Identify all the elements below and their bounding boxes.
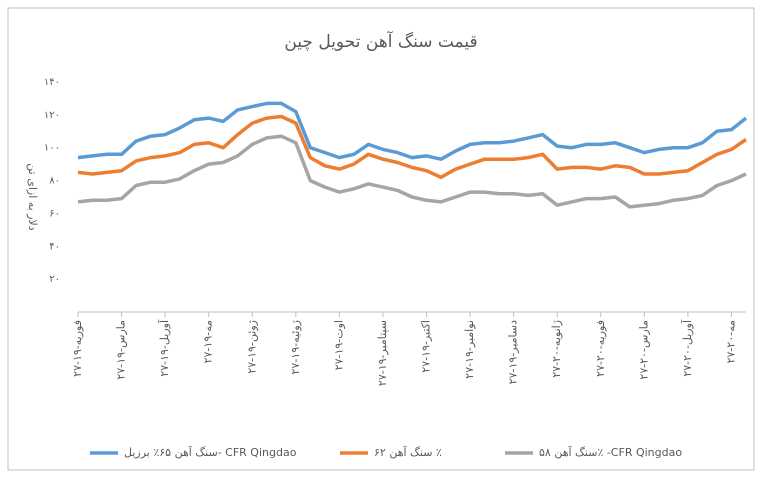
x-tick-label: ۲۷-مه-۲۰ [724,320,737,363]
x-tick-label: ۲۷-آوریل-۲۰ [680,319,694,377]
x-tick-label: ۲۷-آوریل-۱۹ [157,319,171,377]
x-tick-label: ۲۷-ژانویه-۲۰ [550,320,563,378]
series-line [77,134,747,209]
series-line [77,114,747,180]
chart-title: قیمت سنگ آهن تحویل چین [284,30,477,52]
x-tick-label: ۲۷-مارس-۱۹ [115,320,128,380]
x-tick-label: ۲۷-فوریه-۲۰ [594,320,607,377]
x-tick-label: ۲۷-فوریه-۱۹ [71,320,84,377]
x-tick-label: ۲۷-اوت-۱۹ [332,320,345,370]
y-tick-label: ۸۰ [49,176,60,187]
y-tick-label: ۶۰ [49,208,60,219]
x-tick-label: ۲۷-ژوئیه-۱۹ [289,320,302,375]
legend-label: سنگ آهن ۶۵٪ برزیل- CFR Qingdao [124,445,297,459]
x-tick-label: ۲۷-مه-۱۹ [202,320,215,363]
x-tick-label: ۲۷-دسامبر-۱۹ [507,320,520,384]
series-line [77,101,748,161]
x-tick-label: ۲۷-ژوئن-۱۹ [245,320,258,374]
legend-label: سنگ آهن ۶۲ ٪ [374,445,442,459]
y-tick-label: ۱۲۰ [44,110,60,121]
chart-frame [7,7,755,471]
x-tick-label: ۲۷-مارس-۲۰ [637,320,650,380]
x-tick-label: ۲۷-سپتامبر-۱۹ [376,320,389,386]
legend-label: سنگ آهن ۵۸٪ -CFR Qingdao [539,445,682,459]
y-tick-label: ۱۰۰ [44,143,60,154]
y-tick-label: ۱۴۰ [44,77,60,88]
y-tick-label: ۴۰ [49,241,60,252]
x-tick-label: ۲۷-نوامبر-۱۹ [463,320,476,379]
y-tick-label: ۲۰ [49,274,60,285]
y-axis-label: دلار به ازای تن [26,163,39,231]
x-tick-label: ۲۷-اکتبر-۱۹ [420,320,433,373]
